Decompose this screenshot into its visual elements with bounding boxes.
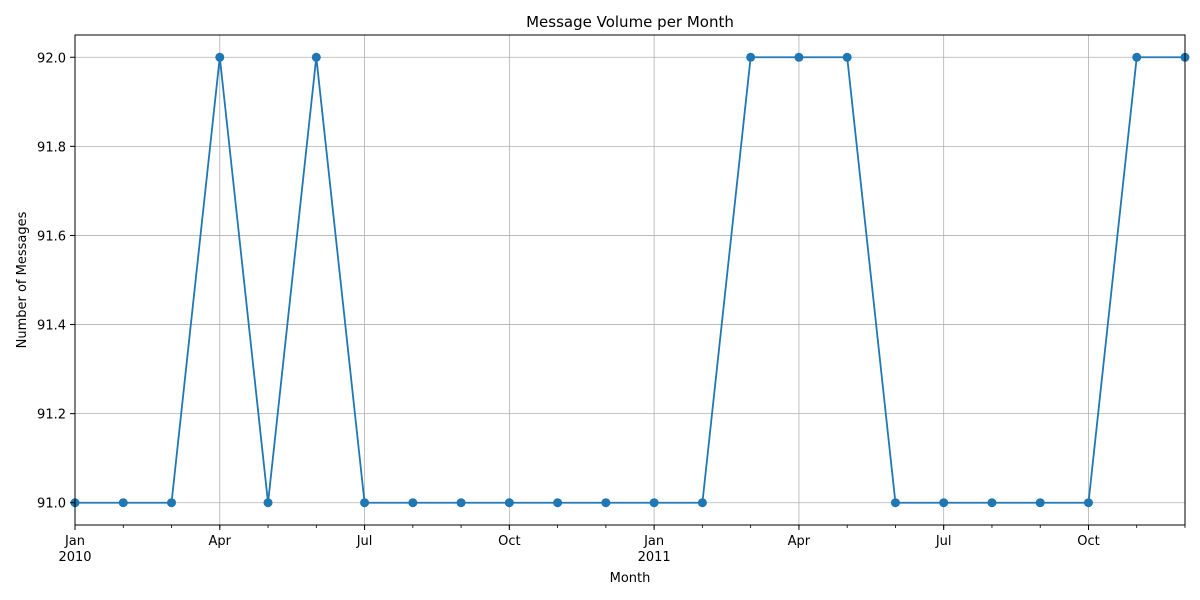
y-tick-label: 92.0 xyxy=(37,51,66,66)
data-point xyxy=(311,52,321,62)
data-point xyxy=(408,498,418,508)
data-point xyxy=(504,498,514,508)
x-tick-label: Jan xyxy=(64,534,85,549)
data-point xyxy=(987,498,997,508)
data-point xyxy=(456,498,466,508)
y-tick-label: 91.2 xyxy=(37,408,66,423)
data-point xyxy=(601,498,611,508)
y-axis-title: Number of Messages xyxy=(15,211,30,348)
data-point xyxy=(649,498,659,508)
x-tick-label: Oct xyxy=(1077,534,1099,549)
x-tick-label: Apr xyxy=(209,534,232,549)
x-tick-label: Jul xyxy=(356,534,373,549)
data-point xyxy=(1035,498,1045,508)
y-tick-label: 91.0 xyxy=(37,497,66,512)
plot-frame xyxy=(74,34,1186,526)
data-point xyxy=(360,498,370,508)
x-tick-label: Jan xyxy=(643,534,664,549)
x-tick-label: Apr xyxy=(788,534,811,549)
data-point xyxy=(746,52,756,62)
data-point xyxy=(1132,52,1142,62)
data-point xyxy=(794,52,804,62)
data-point xyxy=(890,498,900,508)
x-tick-year-label: 2010 xyxy=(58,550,91,565)
data-point xyxy=(167,498,177,508)
data-point xyxy=(215,52,225,62)
y-tick-label: 91.8 xyxy=(37,140,66,155)
data-point xyxy=(697,498,707,508)
data-point xyxy=(118,498,128,508)
x-tick-label: Jul xyxy=(935,534,952,549)
data-point xyxy=(842,52,852,62)
series-line xyxy=(75,56,1185,504)
y-tick-label: 91.6 xyxy=(37,229,66,244)
data-point xyxy=(1083,498,1093,508)
series-line-group xyxy=(70,52,1190,508)
x-axis-title: Month xyxy=(610,571,651,586)
data-point xyxy=(939,498,949,508)
data-point xyxy=(553,498,563,508)
data-point xyxy=(263,498,273,508)
y-tick-label: 91.4 xyxy=(37,319,66,334)
x-tick-label: Oct xyxy=(498,534,520,549)
chart-title: Message Volume per Month xyxy=(526,13,734,31)
grid xyxy=(74,35,1185,525)
x-tick-year-label: 2011 xyxy=(638,550,671,565)
